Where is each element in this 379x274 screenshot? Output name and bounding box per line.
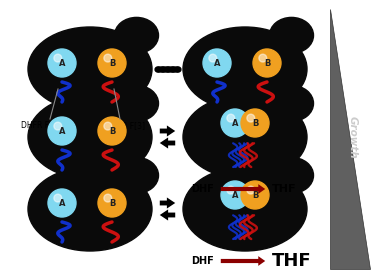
Circle shape: [104, 194, 112, 202]
Circle shape: [104, 54, 112, 62]
Circle shape: [259, 54, 267, 62]
Ellipse shape: [114, 18, 158, 53]
Point: [155, 67, 161, 71]
Text: DHF: DHF: [191, 256, 214, 266]
Circle shape: [98, 189, 126, 217]
Circle shape: [48, 189, 76, 217]
Circle shape: [98, 49, 126, 77]
Point: [157, 67, 163, 71]
Circle shape: [253, 49, 281, 77]
Point: [166, 67, 172, 71]
Point: [168, 67, 174, 71]
Text: THF: THF: [272, 252, 312, 270]
Point: [161, 67, 168, 71]
Ellipse shape: [114, 157, 158, 193]
Ellipse shape: [28, 27, 152, 111]
Point: [160, 67, 166, 71]
Circle shape: [209, 54, 217, 62]
Circle shape: [221, 109, 249, 137]
Point: [164, 67, 170, 71]
Ellipse shape: [269, 157, 313, 193]
Text: A: A: [59, 127, 65, 136]
Point: [172, 67, 179, 71]
Circle shape: [221, 181, 249, 209]
Point: [163, 67, 169, 71]
Point: [165, 67, 171, 71]
Circle shape: [241, 181, 269, 209]
Ellipse shape: [183, 95, 307, 179]
Circle shape: [241, 109, 269, 137]
Ellipse shape: [114, 85, 158, 121]
Point: [171, 67, 177, 71]
Point: [170, 67, 176, 71]
Text: A: A: [59, 198, 65, 207]
Text: Growth: Growth: [348, 116, 358, 158]
Text: B: B: [252, 118, 258, 127]
Text: B: B: [109, 59, 115, 67]
Text: A: A: [59, 59, 65, 67]
Circle shape: [203, 49, 231, 77]
Text: DHFR F[3]: DHFR F[3]: [106, 121, 146, 130]
Text: THF: THF: [272, 184, 296, 194]
Point: [174, 67, 180, 71]
Text: B: B: [109, 198, 115, 207]
Text: B: B: [109, 127, 115, 136]
Text: DHFR F[1,2]: DHFR F[1,2]: [21, 121, 67, 130]
Text: DHF: DHF: [191, 184, 214, 194]
Circle shape: [54, 122, 62, 130]
Circle shape: [48, 49, 76, 77]
Polygon shape: [330, 9, 370, 269]
Text: A: A: [232, 190, 238, 199]
Circle shape: [227, 114, 235, 122]
Ellipse shape: [28, 167, 152, 251]
Text: B: B: [252, 190, 258, 199]
Text: DHF: DHF: [239, 119, 262, 129]
Ellipse shape: [183, 27, 307, 111]
Circle shape: [48, 117, 76, 145]
Ellipse shape: [269, 85, 313, 121]
Circle shape: [54, 194, 62, 202]
Circle shape: [247, 186, 255, 194]
Ellipse shape: [183, 167, 307, 251]
Circle shape: [227, 186, 235, 194]
Point: [158, 67, 164, 71]
Text: B: B: [264, 59, 270, 67]
Circle shape: [54, 54, 62, 62]
Circle shape: [247, 114, 255, 122]
Point: [159, 67, 165, 71]
Ellipse shape: [28, 95, 152, 179]
Ellipse shape: [269, 18, 313, 53]
Circle shape: [104, 122, 112, 130]
Circle shape: [98, 117, 126, 145]
Point: [175, 67, 181, 71]
Text: A: A: [214, 59, 220, 67]
Point: [154, 67, 160, 71]
Text: A: A: [232, 118, 238, 127]
Point: [169, 67, 175, 71]
